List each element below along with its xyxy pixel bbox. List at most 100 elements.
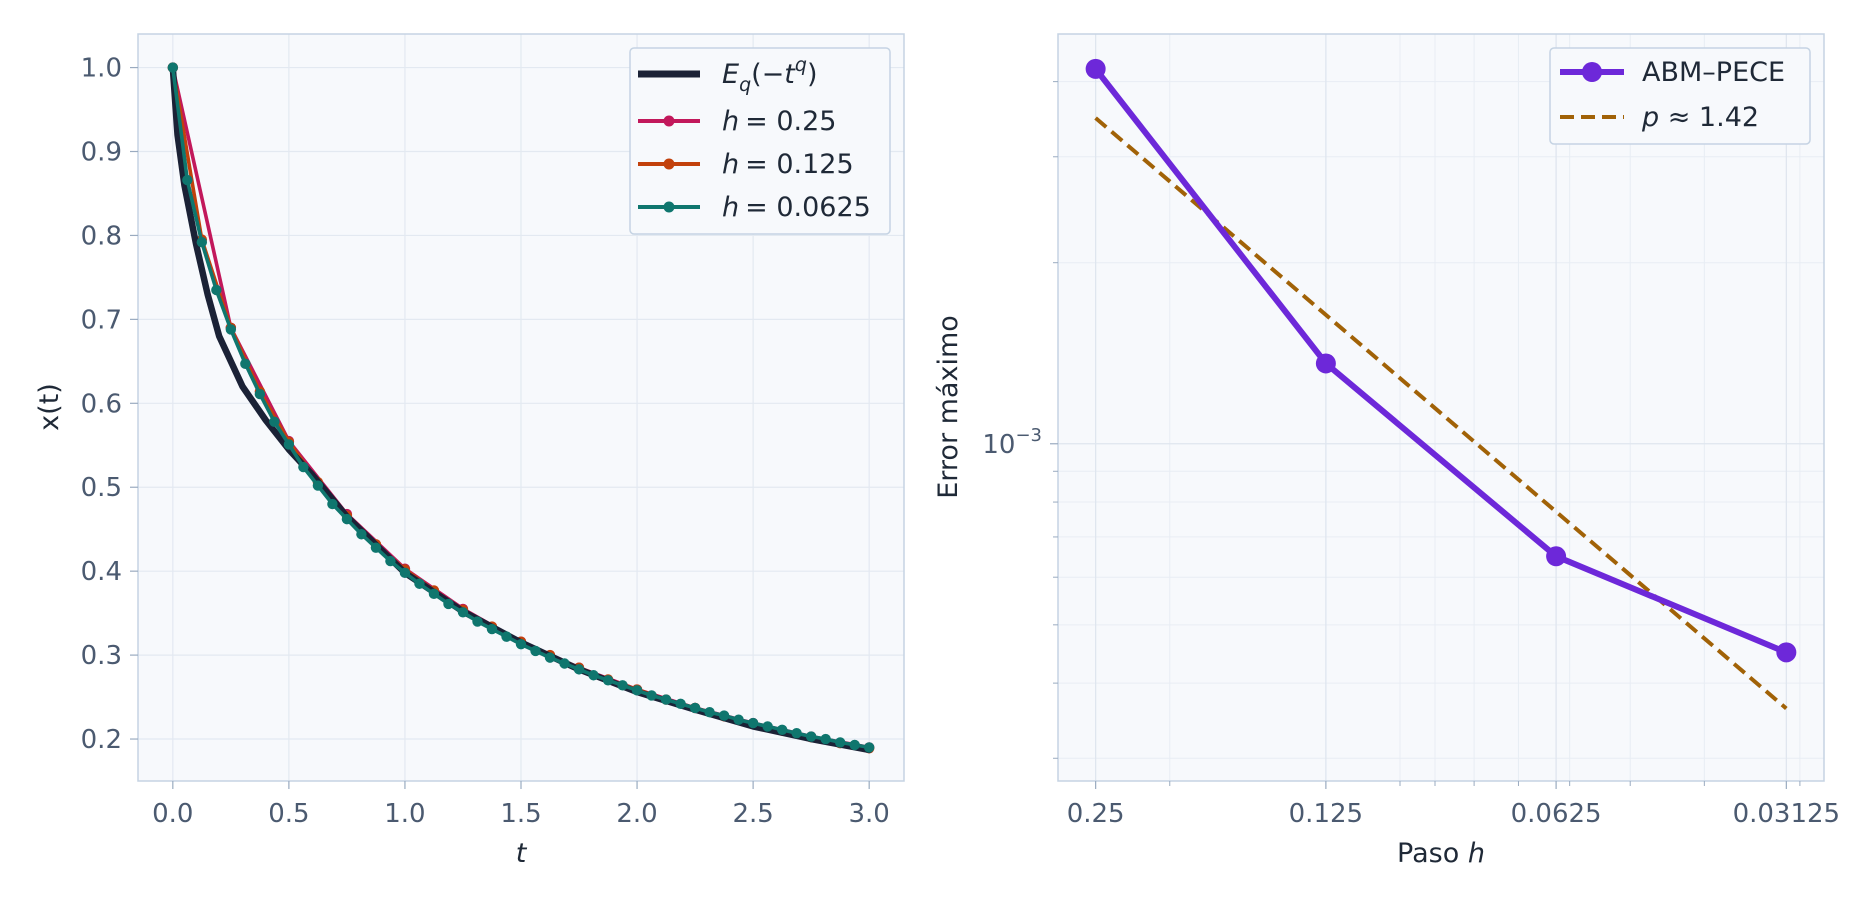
left-point-h-0-0625 (225, 324, 237, 335)
left-point-h-0-0625 (660, 694, 672, 705)
left-point-h-0-0625 (312, 480, 324, 491)
right-point-abm-pece (1776, 642, 1797, 663)
legend-marker-h025 (663, 115, 675, 127)
left-point-h-0-0625 (834, 737, 846, 748)
left-point-h-0-0625 (283, 439, 295, 450)
left-point-h-0-0625 (414, 578, 425, 589)
right-legend: ABM–PECE p ≈ 1.42 (1549, 47, 1811, 145)
left-point-h-0-0625 (298, 461, 309, 473)
left-point-h-0-0625 (167, 62, 179, 73)
right-series (1085, 58, 1797, 711)
left-point-h-0-0625 (385, 555, 396, 567)
left-point-h-0-0625 (559, 658, 570, 669)
left-point-h-0-0625 (457, 607, 469, 618)
left-y-tick-label: 0.4 (81, 557, 122, 587)
left-x-tick-label: 0.5 (268, 799, 309, 829)
left-x-tick-label: 1.5 (500, 799, 541, 829)
right-plot-area (1058, 34, 1824, 781)
left-point-h-0-0625 (602, 675, 614, 686)
left-x-tick-label: 3.0 (849, 799, 890, 829)
left-x-tick-label: 2.5 (732, 799, 773, 829)
left-point-h-0-0625 (501, 631, 512, 642)
left-point-h-0-0625 (182, 174, 193, 186)
left-y-tick-label: 1.0 (81, 54, 122, 84)
right-y-axis-label: Error máximo (933, 315, 964, 499)
right-series-line-abm-pece (1092, 65, 1790, 656)
left-point-h-0-0625 (791, 727, 802, 739)
left-point-h-0-0625 (530, 645, 541, 657)
left-point-h-0-0625 (327, 498, 338, 510)
left-grid (138, 34, 904, 781)
left-point-h-0-0625 (486, 623, 498, 635)
left-point-h-0-0625 (240, 358, 251, 370)
left-point-h-0-0625 (443, 598, 454, 610)
left-point-h-0-0625 (573, 664, 585, 675)
left-point-h-0-0625 (370, 542, 382, 553)
left-point-h-0-0625 (269, 416, 280, 427)
left-point-h-0-0625 (472, 616, 483, 627)
left-y-tick-label: 0.3 (81, 641, 122, 671)
left-point-h-0-0625 (617, 680, 628, 691)
left-ticks: 0.0 0.5 1.0 1.5 2.0 2.5 3.0 0.2 0.3 0.4 0.5 0.6 0.7 0… (81, 54, 890, 829)
left-point-h-0-0625 (863, 742, 875, 753)
left-point-h-0-0625 (675, 698, 686, 709)
right-x-tick-label: 0.25 (1067, 799, 1125, 829)
left-y-tick-label: 0.2 (81, 725, 122, 755)
right-ticks: 0.25 0.125 0.0625 0.03125 10−3 (982, 81, 1841, 829)
legend-marker-abm (1582, 62, 1602, 82)
right-y-tick-label: 10−3 (982, 425, 1042, 460)
left-y-tick-label: 0.6 (81, 389, 122, 419)
left-y-axis-label: x(t) (34, 383, 65, 431)
left-point-h-0-0625 (646, 690, 657, 701)
legend-label-exact: Eq(−tq) (722, 54, 818, 96)
left-point-h-0-0625 (515, 638, 527, 650)
left-point-h-0-0625 (399, 567, 411, 579)
left-point-h-0-0625 (341, 513, 353, 525)
right-x-axis-label: Paso h (1397, 838, 1485, 869)
left-point-h-0-0625 (544, 652, 556, 663)
left-legend: Eq(−tq) h = 0.25 h = 0.125 h = 0.0625 (629, 47, 891, 235)
legend-marker-h00625 (663, 201, 675, 213)
right-chart: 0.25 0.125 0.0625 0.03125 10−3 Paso h Error … (933, 33, 1841, 869)
left-point-h-0-0625 (428, 588, 440, 600)
right-point-abm-pece (1315, 353, 1336, 374)
left-point-h-0-0625 (747, 717, 759, 729)
left-y-tick-label: 0.8 (81, 221, 122, 251)
left-point-h-0-0625 (776, 724, 788, 736)
left-point-h-0-0625 (733, 714, 744, 725)
left-point-h-0-0625 (718, 710, 730, 721)
left-point-h-0-0625 (689, 702, 701, 714)
right-x-tick-label: 0.125 (1289, 799, 1363, 829)
left-series (167, 62, 875, 754)
left-point-h-0-0625 (849, 739, 860, 751)
legend-label-h025: h = 0.25 (722, 106, 836, 137)
left-point-h-0-0625 (588, 670, 599, 681)
left-point-h-0-0625 (805, 731, 817, 742)
legend-label-h0125: h = 0.125 (722, 149, 854, 180)
right-x-tick-label: 0.03125 (1733, 799, 1841, 829)
left-y-tick-label: 0.9 (81, 138, 122, 168)
left-point-h-0-0625 (820, 733, 831, 745)
left-chart: 0.0 0.5 1.0 1.5 2.0 2.5 3.0 0.2 0.3 0.4 0.5 0.6 0.7 0… (34, 33, 905, 869)
left-legend-box (629, 47, 891, 235)
left-point-h-0-0625 (254, 388, 266, 400)
legend-label-abm: ABM–PECE (1642, 57, 1785, 88)
left-point-h-0-0625 (211, 284, 222, 296)
left-point-h-0-0625 (196, 236, 208, 248)
right-x-tick-label: 0.0625 (1511, 799, 1602, 829)
left-y-tick-label: 0.5 (81, 473, 122, 503)
left-point-h-0-0625 (762, 721, 773, 732)
legend-label-h00625: h = 0.0625 (722, 192, 871, 223)
left-x-tick-label: 0.0 (152, 799, 193, 829)
right-point-abm-pece (1085, 58, 1106, 79)
legend-marker-h0125 (663, 158, 675, 170)
right-point-abm-pece (1546, 546, 1567, 567)
right-plot-frame (1057, 33, 1825, 782)
left-point-h-0-0625 (704, 706, 715, 718)
left-x-tick-label: 1.0 (384, 799, 425, 829)
left-point-h-0-0625 (356, 529, 367, 540)
left-y-tick-label: 0.7 (81, 305, 122, 335)
legend-label-fit: p ≈ 1.42 (1641, 102, 1759, 133)
